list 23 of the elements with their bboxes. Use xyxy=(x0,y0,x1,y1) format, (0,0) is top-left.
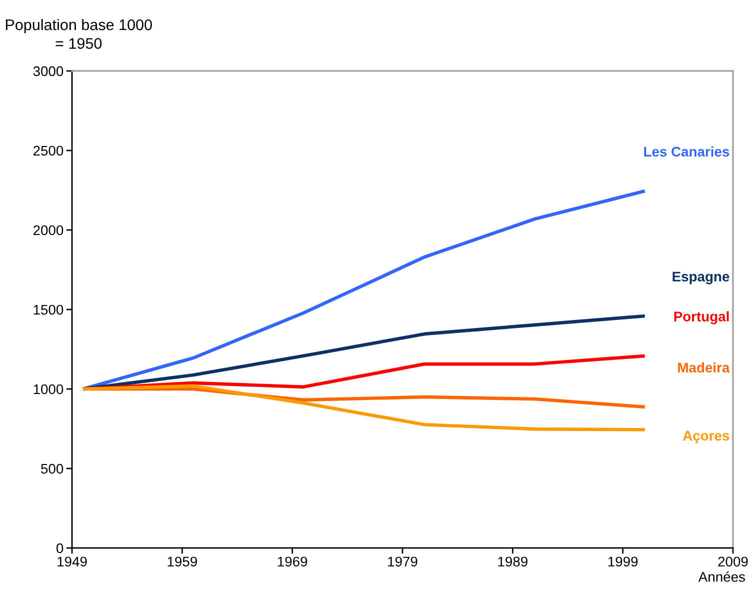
y-tick-label: 2500 xyxy=(33,146,64,156)
x-tick-label: 1979 xyxy=(388,556,418,567)
x-tick-label: 1959 xyxy=(168,556,197,567)
text: Espagne xyxy=(672,272,730,284)
y-tick-label: 1500 xyxy=(34,304,64,315)
line-series xyxy=(81,189,647,391)
y-axis-title: Population base 1000 = 1950 xyxy=(6,18,152,49)
y-tick-label: 1000 xyxy=(34,384,64,394)
x-tick-label: 1999 xyxy=(608,556,638,567)
y-tick-label: 0 xyxy=(56,543,64,554)
x-tick-label: 1969 xyxy=(278,556,308,567)
line-series xyxy=(81,384,647,432)
text: Açores xyxy=(682,430,730,444)
x-tick-label: 1989 xyxy=(498,556,528,567)
text: Madeira xyxy=(678,362,730,373)
y-tick-label: 3000 xyxy=(33,66,64,76)
y-tick-label: 2000 xyxy=(33,225,64,236)
x-tick-label: 1949 xyxy=(58,556,87,567)
y-tick-label: 500 xyxy=(41,464,64,474)
text: Les Canaries xyxy=(644,146,730,157)
text: Portugal xyxy=(674,311,729,324)
x-tick-label: 2009 xyxy=(718,556,748,567)
x-axis-title: Années xyxy=(698,571,745,582)
